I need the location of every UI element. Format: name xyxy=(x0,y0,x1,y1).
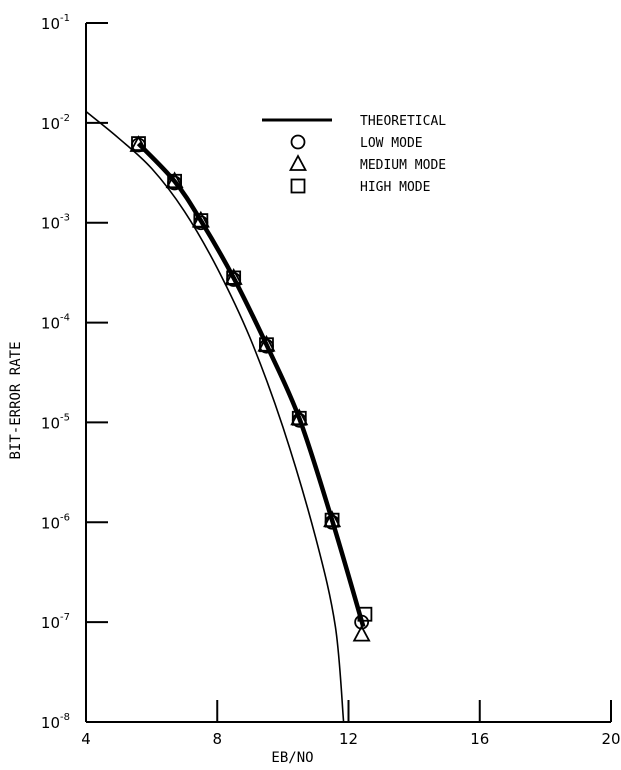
legend-square-swatch xyxy=(290,178,306,194)
square-marker xyxy=(259,337,274,353)
y-tick-label: 10-1 xyxy=(41,13,70,33)
legend-label: MEDIUM MODE xyxy=(360,158,446,173)
x-tick-label: 4 xyxy=(81,730,91,748)
data-curves xyxy=(85,110,366,723)
data-markers xyxy=(129,135,373,642)
y-tick-label: 10-3 xyxy=(41,213,70,233)
y-tick-label: 10-4 xyxy=(41,313,70,333)
y-tick-label: 10-8 xyxy=(41,712,70,732)
y-axis-title: BIT-ERROR RATE xyxy=(8,341,24,459)
triangle-marker xyxy=(129,135,148,152)
x-tick-label: 20 xyxy=(601,730,620,748)
legend: THEORETICAL LOW MODE MEDIUM MODE HIGH MODE xyxy=(262,114,446,195)
square-marker xyxy=(357,606,373,622)
x-axis-ticks: 4 8 12 16 20 xyxy=(81,700,621,748)
legend-triangle-swatch xyxy=(288,154,308,171)
legend-circle-swatch xyxy=(290,134,306,150)
legend-label: THEORETICAL xyxy=(360,114,446,129)
y-tick-label: 10-2 xyxy=(41,113,70,133)
square-marker xyxy=(193,213,209,228)
triangle-marker xyxy=(352,624,371,642)
legend-label: LOW MODE xyxy=(360,136,423,151)
square-marker xyxy=(324,512,340,528)
y-tick-label: 10-6 xyxy=(41,512,70,532)
measured-fit-curve xyxy=(136,142,366,628)
y-tick-label: 10-7 xyxy=(41,612,70,632)
theoretical-curve xyxy=(85,110,345,723)
square-marker xyxy=(167,173,182,189)
x-tick-label: 12 xyxy=(339,730,358,748)
x-tick-label: 8 xyxy=(212,730,222,748)
square-marker xyxy=(291,410,307,426)
square-marker xyxy=(131,136,146,151)
circle-marker xyxy=(354,614,370,630)
x-axis-title: EB/NO xyxy=(271,750,313,766)
x-tick-label: 16 xyxy=(470,730,489,748)
y-tick-label: 10-5 xyxy=(41,412,70,432)
square-marker xyxy=(226,270,242,286)
plot-frame xyxy=(85,23,611,723)
legend-label: HIGH MODE xyxy=(360,180,430,195)
